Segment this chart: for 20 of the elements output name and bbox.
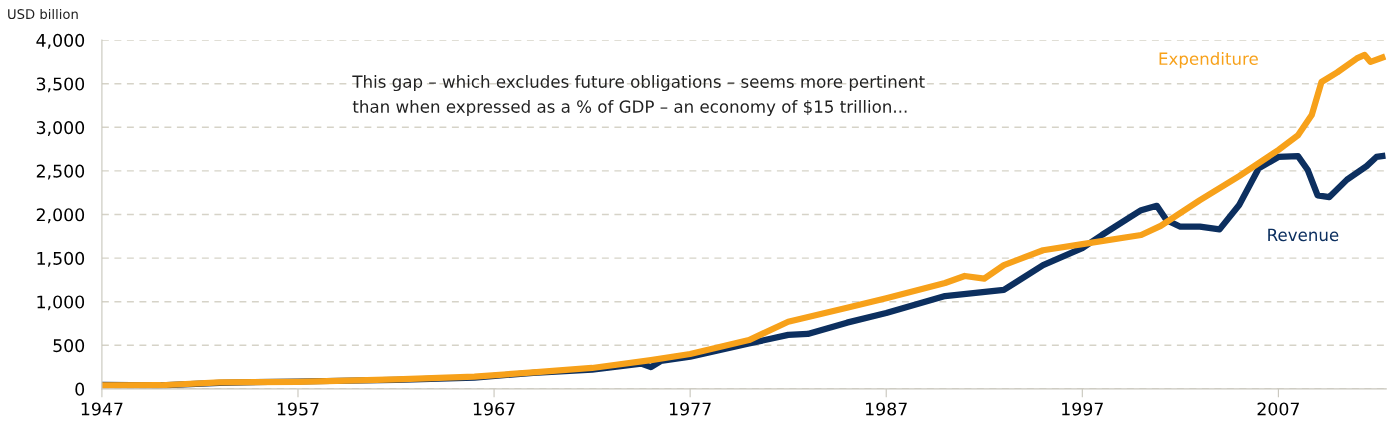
y-tick-label: 3,000 xyxy=(36,121,85,136)
x-tick-label: 1977 xyxy=(669,402,711,416)
y-axis-title: USD billion xyxy=(8,8,78,20)
x-tick-label: 1997 xyxy=(1062,402,1103,416)
text: Expenditure xyxy=(1159,52,1258,69)
y-tick-label: 500 xyxy=(53,339,85,353)
y-tick-label: 2,500 xyxy=(36,164,85,180)
x-tick-label: 2007 xyxy=(1257,402,1299,416)
y-tick-label: 4,000 xyxy=(36,33,85,49)
x-tick-label: 1947 xyxy=(81,402,123,416)
x-tick-label: 1987 xyxy=(866,402,907,416)
annotation: This gap – which excludes future obligations – seems more pertinent than when expressed as a % of GDP – an economy of $15 trillion... xyxy=(352,74,925,117)
y-tick-label: 0 xyxy=(75,382,85,396)
x-tick-label: 1967 xyxy=(473,402,515,416)
y-tick-label: 3,500 xyxy=(36,77,85,93)
x-tick-label: 1957 xyxy=(277,402,319,416)
series-label: Revenue xyxy=(1268,228,1339,242)
y-tick-label: 2,000 xyxy=(36,208,85,224)
y-tick-label: 1,500 xyxy=(37,251,85,267)
y-tick-label: 1,000 xyxy=(37,295,85,311)
